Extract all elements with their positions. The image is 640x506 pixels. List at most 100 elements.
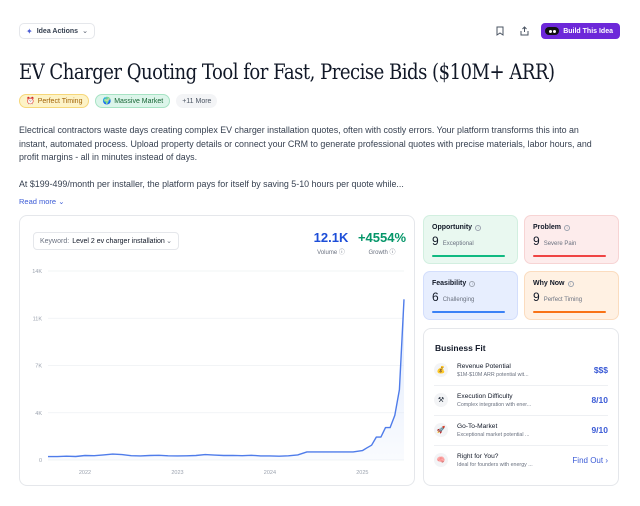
tools-icon: ⚒ <box>434 393 448 407</box>
fit-row-subtitle: Complex integration with ener... <box>457 401 532 408</box>
build-this-idea-button[interactable]: Build This Idea <box>541 23 620 39</box>
share-icon[interactable] <box>517 24 531 38</box>
brain-icon: 🧠 <box>434 453 448 467</box>
y-tick-label: 11K <box>33 316 43 322</box>
idea-description: Electrical contractors waste days creati… <box>19 124 609 206</box>
y-tick-label: 14K <box>32 269 42 275</box>
fit-row-execution-difficulty[interactable]: ⚒ Execution Difficulty Complex integratio… <box>434 389 608 411</box>
growth-value: +4554% <box>357 230 407 245</box>
metric-opportunity[interactable]: Opportunity i 9 Exceptional <box>423 215 518 264</box>
top-actions: Build This Idea <box>493 23 620 39</box>
fit-row-name: Right for You? <box>457 452 499 460</box>
keyword-label: Keyword: <box>40 237 70 245</box>
metric-bar <box>533 311 606 313</box>
metric-title: Why Now <box>533 280 565 287</box>
page-title: EV Charger Quoting Tool for Fast, Precis… <box>19 60 555 84</box>
divider <box>434 445 608 446</box>
business-fit-title: Business Fit <box>435 343 486 353</box>
idea-actions-dropdown[interactable]: ✦ Idea Actions ⌄ <box>19 23 95 39</box>
description-paragraph-2: At $199-499/month per installer, the pla… <box>19 179 404 190</box>
metric-why-now[interactable]: Why Now i 9 Perfect Timing <box>524 271 619 320</box>
metric-title: Problem <box>533 224 562 231</box>
fit-row-value: 8/10 <box>591 395 608 405</box>
metric-description: Challenging <box>442 297 475 303</box>
top-bar: ✦ Idea Actions ⌄ Build This Idea <box>19 23 620 41</box>
metric-title: Feasibility <box>432 280 467 287</box>
volume-value: 12.1K <box>313 230 349 245</box>
info-icon[interactable]: ⓘ <box>338 250 345 256</box>
metric-bar <box>432 311 505 313</box>
info-icon[interactable]: ⓘ <box>389 250 396 256</box>
globe-icon: 🌍 <box>102 98 112 105</box>
metric-score: 9 <box>533 290 540 304</box>
search-trend-chart: 0 4K 7K 11K 14K 2022 2023 2024 2025 <box>32 269 405 476</box>
fit-row-name: Execution Difficulty <box>457 392 513 400</box>
info-icon[interactable]: i <box>469 280 476 287</box>
x-tick-label: 2024 <box>264 470 276 476</box>
trend-area <box>48 299 404 460</box>
metric-description: Severe Pain <box>543 241 577 247</box>
volume-label-text: Volume <box>317 250 338 256</box>
build-button-label: Build This Idea <box>563 27 613 35</box>
fit-row-name: Revenue Potential <box>457 362 511 370</box>
money-bag-icon: 💰 <box>434 363 448 377</box>
divider <box>434 385 608 386</box>
keyword-value: Level 2 ev charger installation <box>72 237 165 245</box>
keyword-select[interactable]: Keyword: Level 2 ev charger installation… <box>33 232 179 250</box>
fit-row-subtitle: Ideal for founders with energy ... <box>457 461 533 468</box>
trend-line <box>48 299 405 458</box>
volume-label: Volume ⓘ <box>312 247 350 256</box>
trend-chart-card: Keyword: Level 2 ev charger installation… <box>19 215 415 486</box>
metric-title: Opportunity <box>432 224 473 231</box>
fit-row-name: Go-To-Market <box>457 422 498 430</box>
tag-list: ⏰ Perfect Timing 🌍 Massive Market +11 Mo… <box>19 94 218 108</box>
chevron-down-icon: ⌄ <box>166 238 172 245</box>
metric-problem[interactable]: Problem i 9 Severe Pain <box>524 215 619 264</box>
description-paragraph-1: Electrical contractors waste days creati… <box>19 125 592 163</box>
fit-row-subtitle: Exceptional market potential ... <box>457 431 530 438</box>
metric-score: 6 <box>432 290 439 304</box>
divider <box>434 415 608 416</box>
y-tick-label: 0 <box>39 458 42 464</box>
y-tick-label: 7K <box>35 364 42 370</box>
x-tick-label: 2022 <box>79 470 91 476</box>
fit-row-revenue-potential[interactable]: 💰 Revenue Potential $1M-$10M ARR potentia… <box>434 359 608 381</box>
read-more-link[interactable]: Read more ⌄ <box>19 197 65 206</box>
tag-massive-market[interactable]: 🌍 Massive Market <box>95 94 171 108</box>
chevron-down-icon: ⌄ <box>58 197 65 206</box>
fit-row-value: 9/10 <box>591 425 608 435</box>
alarm-clock-icon: ⏰ <box>26 98 35 105</box>
y-tick-label: 4K <box>35 411 42 417</box>
tag-label: Massive Market <box>114 97 164 105</box>
tag-label: Perfect Timing <box>37 97 83 105</box>
info-icon[interactable]: i <box>564 224 571 231</box>
info-icon[interactable]: i <box>475 224 482 231</box>
info-icon[interactable]: i <box>567 280 574 287</box>
growth-stat: +4554% Growth ⓘ <box>354 230 410 256</box>
metric-score: 9 <box>533 234 540 248</box>
fit-row-right-for-you[interactable]: 🧠 Right for You? Ideal for founders with … <box>434 449 608 471</box>
find-out-link[interactable]: Find Out › <box>572 455 608 465</box>
tag-perfect-timing[interactable]: ⏰ Perfect Timing <box>19 94 90 108</box>
volume-stat: 12.1K Volume ⓘ <box>312 230 350 256</box>
metric-feasibility[interactable]: Feasibility i 6 Challenging <box>423 271 518 320</box>
brand-logo-icon <box>545 27 560 35</box>
rocket-icon: 🚀 <box>434 423 448 437</box>
metric-score: 9 <box>432 234 439 248</box>
metric-bar <box>533 255 606 257</box>
fit-row-subtitle: $1M-$10M ARR potential wit... <box>457 371 529 378</box>
x-tick-label: 2025 <box>356 470 368 476</box>
idea-actions-label: Idea Actions <box>36 27 79 35</box>
metric-description: Perfect Timing <box>543 297 583 303</box>
metric-bar <box>432 255 505 257</box>
fit-row-go-to-market[interactable]: 🚀 Go-To-Market Exceptional market potenti… <box>434 419 608 441</box>
sparkle-icon: ✦ <box>26 26 33 36</box>
growth-label-text: Growth <box>368 250 388 256</box>
x-tick-label: 2023 <box>171 470 183 476</box>
growth-label: Growth ⓘ <box>354 247 410 256</box>
read-more-label: Read more <box>19 197 57 206</box>
bookmark-icon[interactable] <box>493 24 507 38</box>
metric-description: Exceptional <box>442 241 474 247</box>
tag-more[interactable]: +11 More <box>176 94 218 108</box>
fit-row-value: $$$ <box>593 365 608 375</box>
